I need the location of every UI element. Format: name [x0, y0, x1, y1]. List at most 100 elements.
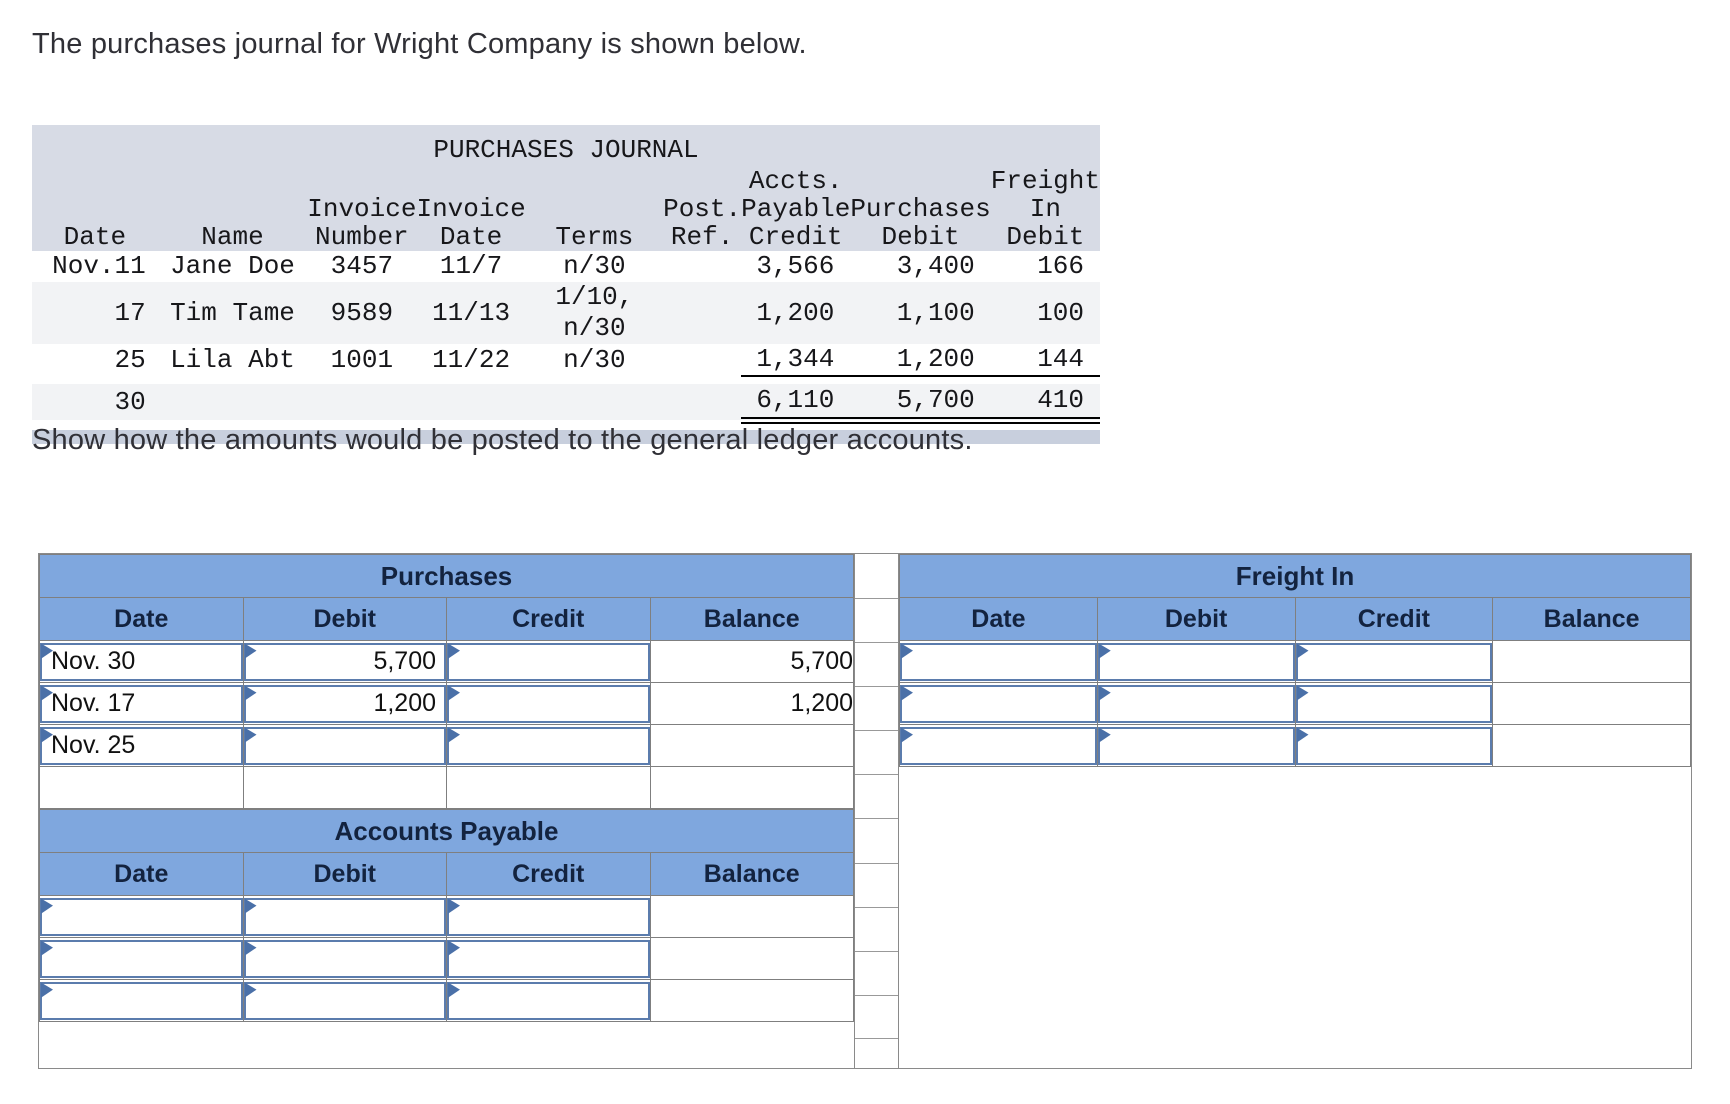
journal-cell: 1001: [307, 344, 417, 376]
input-flag-icon: [1098, 685, 1111, 701]
date-input[interactable]: [40, 981, 243, 1020]
credit-input[interactable]: [1295, 684, 1493, 723]
input-flag-icon: [41, 982, 53, 998]
debit-input[interactable]: [243, 939, 446, 978]
credit-input[interactable]: [1295, 642, 1493, 681]
column-header-debit: Debit: [242, 597, 447, 641]
date-input[interactable]: [900, 642, 1097, 681]
balance-cell: [1492, 724, 1691, 767]
date-input[interactable]: Nov. 30: [40, 642, 243, 681]
journal-cell: 3,566: [741, 251, 851, 282]
debit-input[interactable]: [243, 981, 446, 1020]
date-input[interactable]: Nov. 17: [40, 684, 243, 723]
input-flag-icon: [901, 685, 913, 701]
journal-row: 25 Lila Abt 1001 11/22 n/30 1,344 1,200 …: [32, 344, 1100, 377]
journal-header-cell: Post.: [663, 194, 742, 224]
journal-cell: 1,100: [850, 282, 991, 344]
journal-cell: [663, 384, 742, 420]
credit-input[interactable]: [447, 726, 650, 765]
journal-cell: [157, 384, 308, 420]
balance-cell: [1492, 682, 1691, 725]
journal-row: 17 Tim Tame 9589 11/13 1/10, n/30 1,200 …: [32, 282, 1100, 344]
input-flag-icon: [244, 982, 257, 998]
input-flag-icon: [244, 643, 257, 659]
credit-input[interactable]: [1295, 726, 1493, 765]
purchases-table-title: Purchases: [39, 554, 854, 598]
intro-text: The purchases journal for Wright Company…: [32, 28, 807, 60]
journal-header-cell: Freight: [990, 166, 1100, 196]
date-input[interactable]: Nov. 25: [40, 726, 243, 765]
input-flag-icon: [244, 940, 257, 956]
accounts-payable-table-title: Accounts Payable: [39, 809, 854, 853]
journal-cell: 9589: [307, 282, 417, 344]
column-header-credit: Credit: [446, 597, 651, 641]
input-value: 5,700: [373, 647, 436, 675]
credit-input[interactable]: [447, 939, 650, 978]
instruction-text: Show how the amounts would be posted to …: [32, 424, 973, 456]
journal-cell: n/30: [525, 344, 664, 376]
input-flag-icon: [448, 685, 460, 701]
date-input[interactable]: [900, 726, 1097, 765]
journal-header-cell: [525, 167, 664, 195]
column-header-balance: Balance: [1492, 597, 1691, 641]
journal-header-cell: Terms: [525, 223, 664, 251]
journal-header-cell: [416, 167, 526, 195]
freight-in-table-title: Freight In: [899, 554, 1691, 598]
purchases-journal: PURCHASES JOURNAL Accts. Freight In: [32, 125, 1100, 444]
balance-cell: 5,700: [649, 640, 854, 683]
input-flag-icon: [244, 727, 257, 743]
journal-header-cell: [307, 167, 417, 195]
journal-header-cell: In: [990, 195, 1100, 223]
journal-cell: Nov.11: [32, 251, 158, 282]
ledger-row: [39, 937, 854, 980]
input-flag-icon: [1296, 643, 1309, 659]
credit-input[interactable]: [447, 981, 650, 1020]
journal-cell: [525, 384, 664, 420]
journal-spacer: [32, 376, 1100, 384]
journal-header-cell: [157, 167, 308, 195]
ledger-row: Nov. 30 5,700 5,700: [39, 640, 854, 683]
debit-input[interactable]: [243, 897, 446, 936]
input-flag-icon: [448, 727, 460, 743]
journal-cell: 1,344: [741, 344, 851, 377]
column-header-credit: Credit: [1294, 597, 1494, 641]
debit-input[interactable]: [1097, 726, 1295, 765]
journal-header-cell: Accts.: [741, 167, 851, 195]
journal-total-cell: 6,110: [741, 384, 851, 424]
spacer-column: [854, 554, 899, 1068]
debit-input[interactable]: [1097, 642, 1295, 681]
date-input[interactable]: [40, 939, 243, 978]
journal-cell: [663, 282, 742, 344]
purchases-ledger-table: Purchases Date Debit Credit Balance Nov.…: [39, 554, 854, 809]
input-value: Nov. 25: [51, 731, 136, 759]
debit-input[interactable]: 1,200: [243, 684, 446, 723]
journal-header-cell: Invoice: [307, 194, 417, 224]
ledger-row: Nov. 25: [39, 724, 854, 767]
date-input[interactable]: [40, 897, 243, 936]
date-input[interactable]: [900, 684, 1097, 723]
journal-cell: 17: [32, 282, 158, 344]
journal-scrollbar[interactable]: [32, 429, 1100, 444]
column-header-date: Date: [39, 597, 244, 641]
journal-cell: Lila Abt: [157, 344, 308, 376]
journal-cell: 11/7: [416, 251, 526, 282]
accounts-payable-ledger-table: Accounts Payable Date Debit Credit Balan…: [39, 809, 854, 1022]
debit-input[interactable]: [243, 726, 446, 765]
column-header-debit: Debit: [242, 852, 447, 896]
credit-input[interactable]: [447, 684, 650, 723]
column-header-credit: Credit: [446, 852, 651, 896]
journal-cell: [663, 344, 742, 376]
debit-input[interactable]: [1097, 684, 1295, 723]
debit-input[interactable]: 5,700: [243, 642, 446, 681]
journal-header-cell: Debit: [850, 223, 991, 251]
journal-cell: Jane Doe: [157, 251, 308, 282]
column-header-balance: Balance: [649, 597, 854, 641]
credit-input[interactable]: [447, 897, 650, 936]
journal-header-cell: Ref.: [663, 223, 742, 251]
journal-total-cell: 410: [990, 384, 1100, 424]
journal-cell: 100: [990, 282, 1100, 344]
credit-input[interactable]: [447, 642, 650, 681]
journal-title: PURCHASES JOURNAL: [32, 125, 1100, 167]
input-flag-icon: [41, 898, 53, 914]
balance-cell: [649, 724, 854, 767]
